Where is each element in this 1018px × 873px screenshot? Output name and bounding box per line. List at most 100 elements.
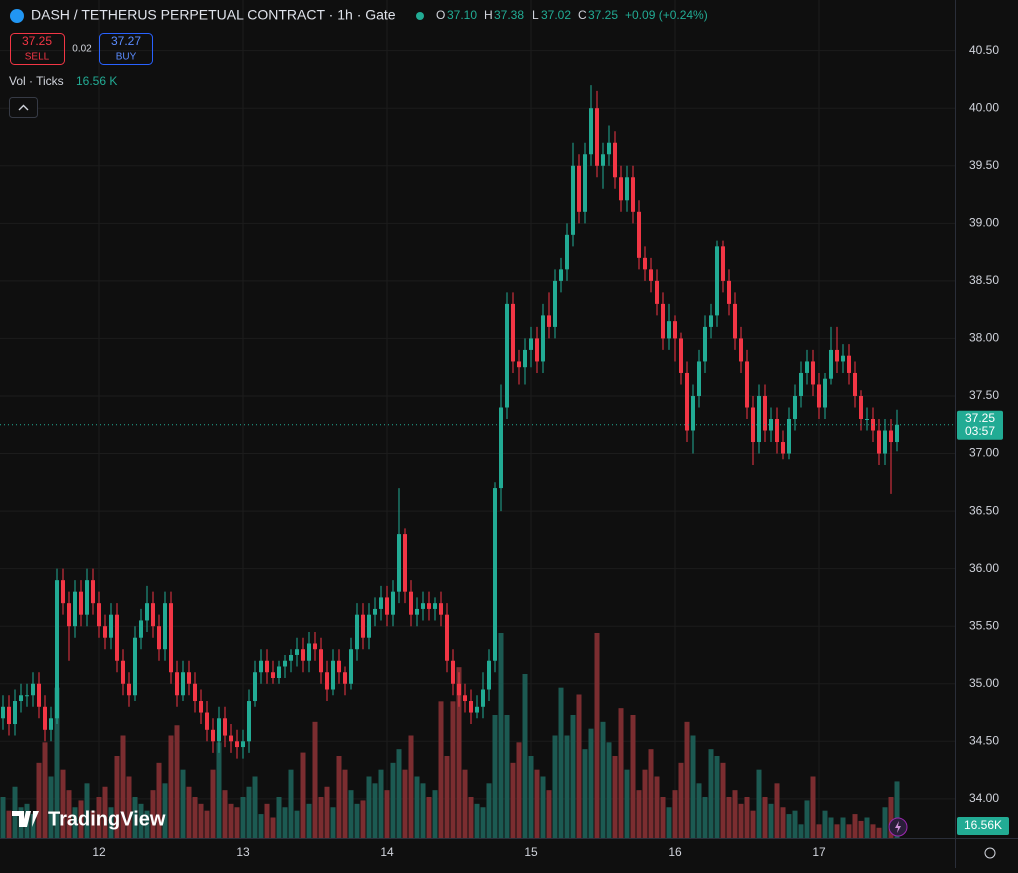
volume-bar [186,786,192,838]
volume-bar [342,769,348,838]
volume-bar [756,769,762,838]
candle-body [889,430,893,443]
volume-bar [588,728,594,838]
candle-body [67,603,71,627]
volume-bar [822,810,828,838]
indicator-name: Vol · Ticks [9,74,64,88]
candle-body [721,246,725,281]
volume-bar [516,742,522,838]
candle-body [217,718,221,742]
candle-body [775,419,779,443]
candle-body [511,303,515,362]
volume-bar [546,790,552,838]
candle-body [103,626,107,638]
candle-body [661,303,665,339]
candle-body [553,280,557,327]
volume-bar [828,817,834,838]
volume-bar [312,721,318,838]
candle-body [199,701,203,713]
settings-icon[interactable] [984,847,996,859]
candle-body [373,608,377,615]
ohlc-key: H [484,8,493,22]
volume-bar [474,803,480,838]
volume-bar [864,817,870,838]
candle-body [817,384,821,408]
x-tick-label: 15 [524,845,538,859]
y-tick-label: 34.50 [969,733,999,747]
candle-body [505,303,509,408]
volume-bar [228,803,234,838]
volume-bar [366,776,372,838]
sell-button[interactable] [10,33,65,65]
buy-label: BUY [116,52,137,63]
candle-body [295,649,299,655]
volume-bar [522,674,528,838]
candle-body [619,177,623,201]
candle-body [421,603,425,609]
candle-body [133,637,137,696]
collapse-button[interactable] [9,97,38,118]
candle-body [811,361,815,385]
candle-body [349,649,353,684]
volume-bar [90,810,96,838]
volume-bar [330,807,336,838]
candle-body [769,419,773,431]
volume-bar [426,797,432,838]
volume-bar [888,797,894,838]
volume-bar [504,715,510,838]
volume-bar [840,817,846,838]
candle-body [31,683,35,696]
candle-body [667,321,671,339]
candle-body [205,712,209,730]
volume-bar [354,803,360,838]
candle-body [331,660,335,690]
candle-body [1,706,5,719]
status-dot [416,12,424,20]
candle-body [853,372,857,396]
volume-bar [762,797,768,838]
candle-body [289,654,293,661]
volume-bar [576,694,582,838]
volume-bar [882,807,888,838]
volume-bar [624,769,630,838]
candle-body [829,349,833,379]
candle-body [403,534,407,592]
volume-bar [306,803,312,838]
volume-bar [852,814,858,838]
y-tick-label: 40.00 [969,100,999,114]
volume-bar [600,721,606,838]
symbol-icon [10,9,24,23]
volume-bar [786,814,792,838]
symbol-title: DASH / TETHERUS PERPETUAL CONTRACT · 1h … [31,7,396,23]
volume-bar [66,790,72,838]
y-tick-label: 40.50 [969,43,999,57]
volume-bar [444,756,450,838]
candle-body [865,419,869,420]
candle-body [409,591,413,615]
volume-bar [720,762,726,838]
candle-body [301,649,305,661]
candle-body [625,177,629,201]
volume-bar [876,827,882,838]
bolt-icon [895,821,901,833]
volume-bar [108,807,114,838]
candle-body [739,338,743,362]
volume-bar [792,810,798,838]
candle-body [805,361,809,373]
logo-icon [12,811,39,827]
volume-bar [372,783,378,838]
logo-text: TradingView [48,808,166,830]
candle-body [451,660,455,684]
candle-body [655,280,659,304]
last-price-label: 37.25 [965,411,995,425]
candle-body [175,672,179,696]
ohlc-change: +0.09 (+0.24%) [625,8,708,22]
volume-bar [300,752,306,838]
buy-button[interactable] [99,33,153,65]
candle-body [307,643,311,661]
volume-bar [570,715,576,838]
candle-body [97,603,101,627]
volume-bar [456,667,462,838]
volume-bar [528,756,534,838]
